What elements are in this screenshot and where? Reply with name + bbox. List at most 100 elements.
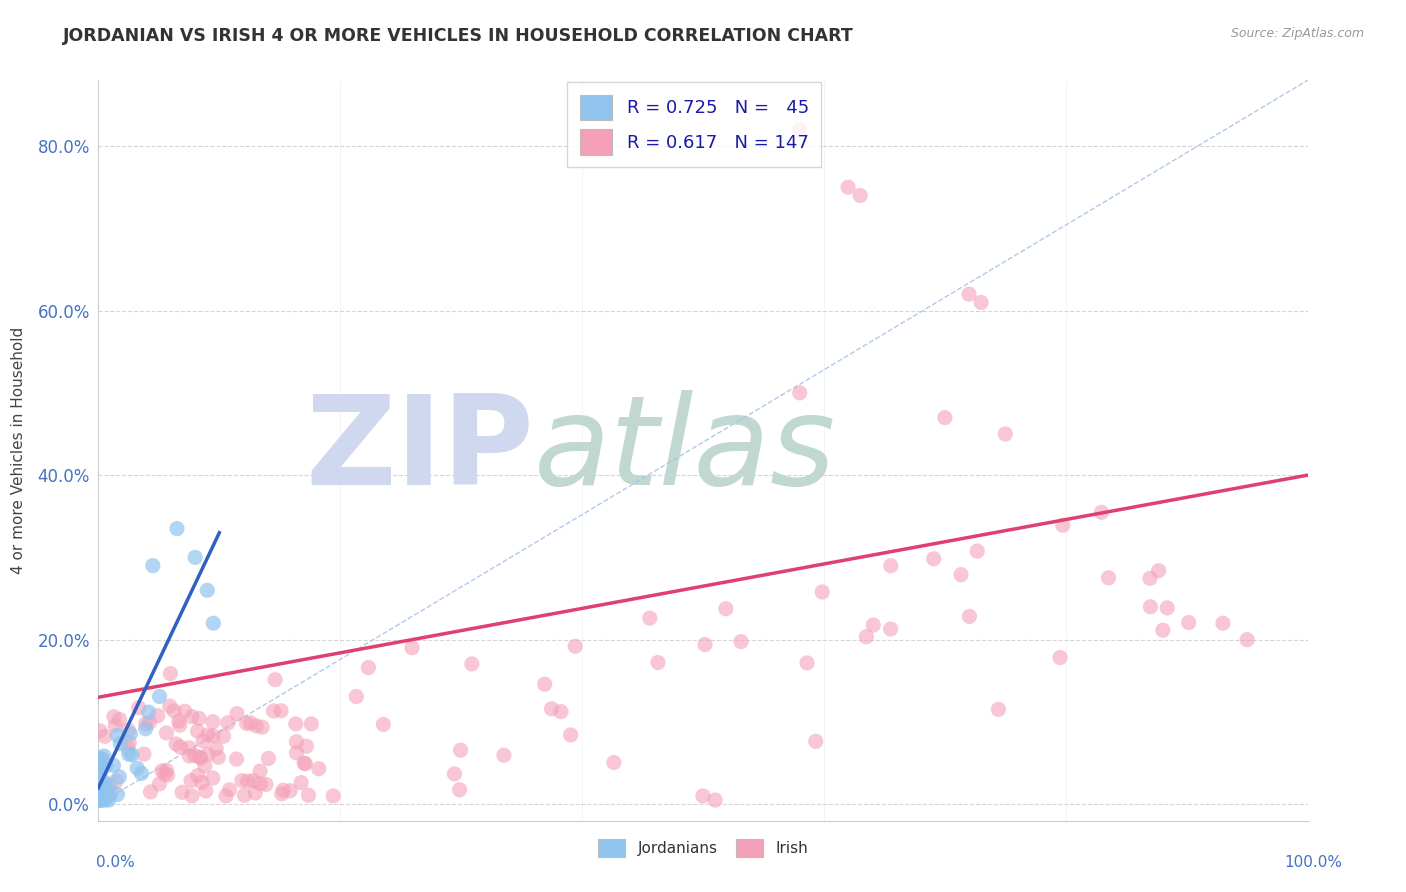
Point xyxy=(110,737,132,751)
Text: 0.0%: 0.0% xyxy=(96,855,135,870)
Point xyxy=(148,777,170,791)
Point xyxy=(132,747,155,761)
Point xyxy=(226,706,249,721)
Point xyxy=(443,767,465,781)
Point xyxy=(212,729,235,743)
Point xyxy=(550,705,572,719)
Point xyxy=(603,756,626,770)
Point xyxy=(201,771,224,785)
Point xyxy=(150,764,173,778)
Point xyxy=(180,773,202,788)
Point xyxy=(159,666,181,681)
Text: 100.0%: 100.0% xyxy=(1285,855,1343,870)
Point xyxy=(249,777,271,791)
Point xyxy=(560,728,582,742)
Point xyxy=(1097,571,1119,585)
Point xyxy=(135,722,157,736)
Point xyxy=(142,558,165,573)
Point xyxy=(250,720,273,734)
Point xyxy=(270,787,292,801)
Point xyxy=(194,784,217,798)
Point xyxy=(225,752,247,766)
Point xyxy=(159,699,181,714)
Point xyxy=(966,544,988,558)
Point xyxy=(108,713,131,727)
Point xyxy=(849,188,872,202)
Text: ZIP: ZIP xyxy=(305,390,534,511)
Point xyxy=(249,764,271,779)
Point xyxy=(163,704,186,718)
Point xyxy=(103,758,125,772)
Point xyxy=(87,762,110,776)
Point xyxy=(94,781,117,796)
Point xyxy=(322,789,344,803)
Point xyxy=(295,739,318,754)
Point xyxy=(184,550,207,565)
Point xyxy=(492,748,515,763)
Point xyxy=(1212,616,1234,631)
Point xyxy=(257,751,280,765)
Point xyxy=(169,739,191,754)
Point xyxy=(202,616,225,631)
Point xyxy=(271,783,294,797)
Point xyxy=(299,717,322,731)
Point xyxy=(357,660,380,674)
Point xyxy=(89,723,111,738)
Point xyxy=(862,618,884,632)
Point xyxy=(1052,518,1074,533)
Point xyxy=(855,630,877,644)
Point xyxy=(837,180,859,194)
Point xyxy=(796,656,818,670)
Point xyxy=(165,737,187,751)
Point xyxy=(139,785,162,799)
Point xyxy=(89,791,111,805)
Point xyxy=(197,747,219,762)
Point xyxy=(186,724,208,739)
Point xyxy=(714,601,737,615)
Point xyxy=(127,761,149,775)
Point xyxy=(934,410,956,425)
Point xyxy=(107,728,129,742)
Point xyxy=(187,769,209,783)
Text: Source: ZipAtlas.com: Source: ZipAtlas.com xyxy=(1230,27,1364,40)
Point xyxy=(179,749,201,764)
Point xyxy=(89,767,111,781)
Point xyxy=(1090,505,1112,519)
Point xyxy=(90,793,112,807)
Point xyxy=(647,656,669,670)
Point xyxy=(117,741,139,756)
Point xyxy=(950,567,973,582)
Point xyxy=(294,756,316,771)
Point xyxy=(308,762,330,776)
Point xyxy=(245,719,267,733)
Point xyxy=(93,749,115,764)
Point xyxy=(231,773,253,788)
Point xyxy=(278,784,301,798)
Point xyxy=(91,752,114,766)
Point xyxy=(236,774,259,789)
Point xyxy=(205,741,228,756)
Point xyxy=(93,789,115,803)
Point xyxy=(285,746,308,760)
Point xyxy=(94,730,117,744)
Point xyxy=(285,734,308,748)
Point xyxy=(297,788,319,802)
Point xyxy=(148,690,170,704)
Point xyxy=(449,782,471,797)
Point xyxy=(789,122,811,136)
Point xyxy=(138,705,160,719)
Point xyxy=(1139,571,1161,585)
Point xyxy=(811,585,834,599)
Point xyxy=(89,793,111,807)
Point xyxy=(195,583,218,598)
Point xyxy=(239,715,262,730)
Point xyxy=(118,735,141,749)
Point xyxy=(401,640,423,655)
Point xyxy=(217,715,239,730)
Point xyxy=(1139,599,1161,614)
Point xyxy=(197,728,219,742)
Point xyxy=(970,295,993,310)
Point xyxy=(117,723,139,737)
Point xyxy=(373,717,395,731)
Point xyxy=(994,427,1017,442)
